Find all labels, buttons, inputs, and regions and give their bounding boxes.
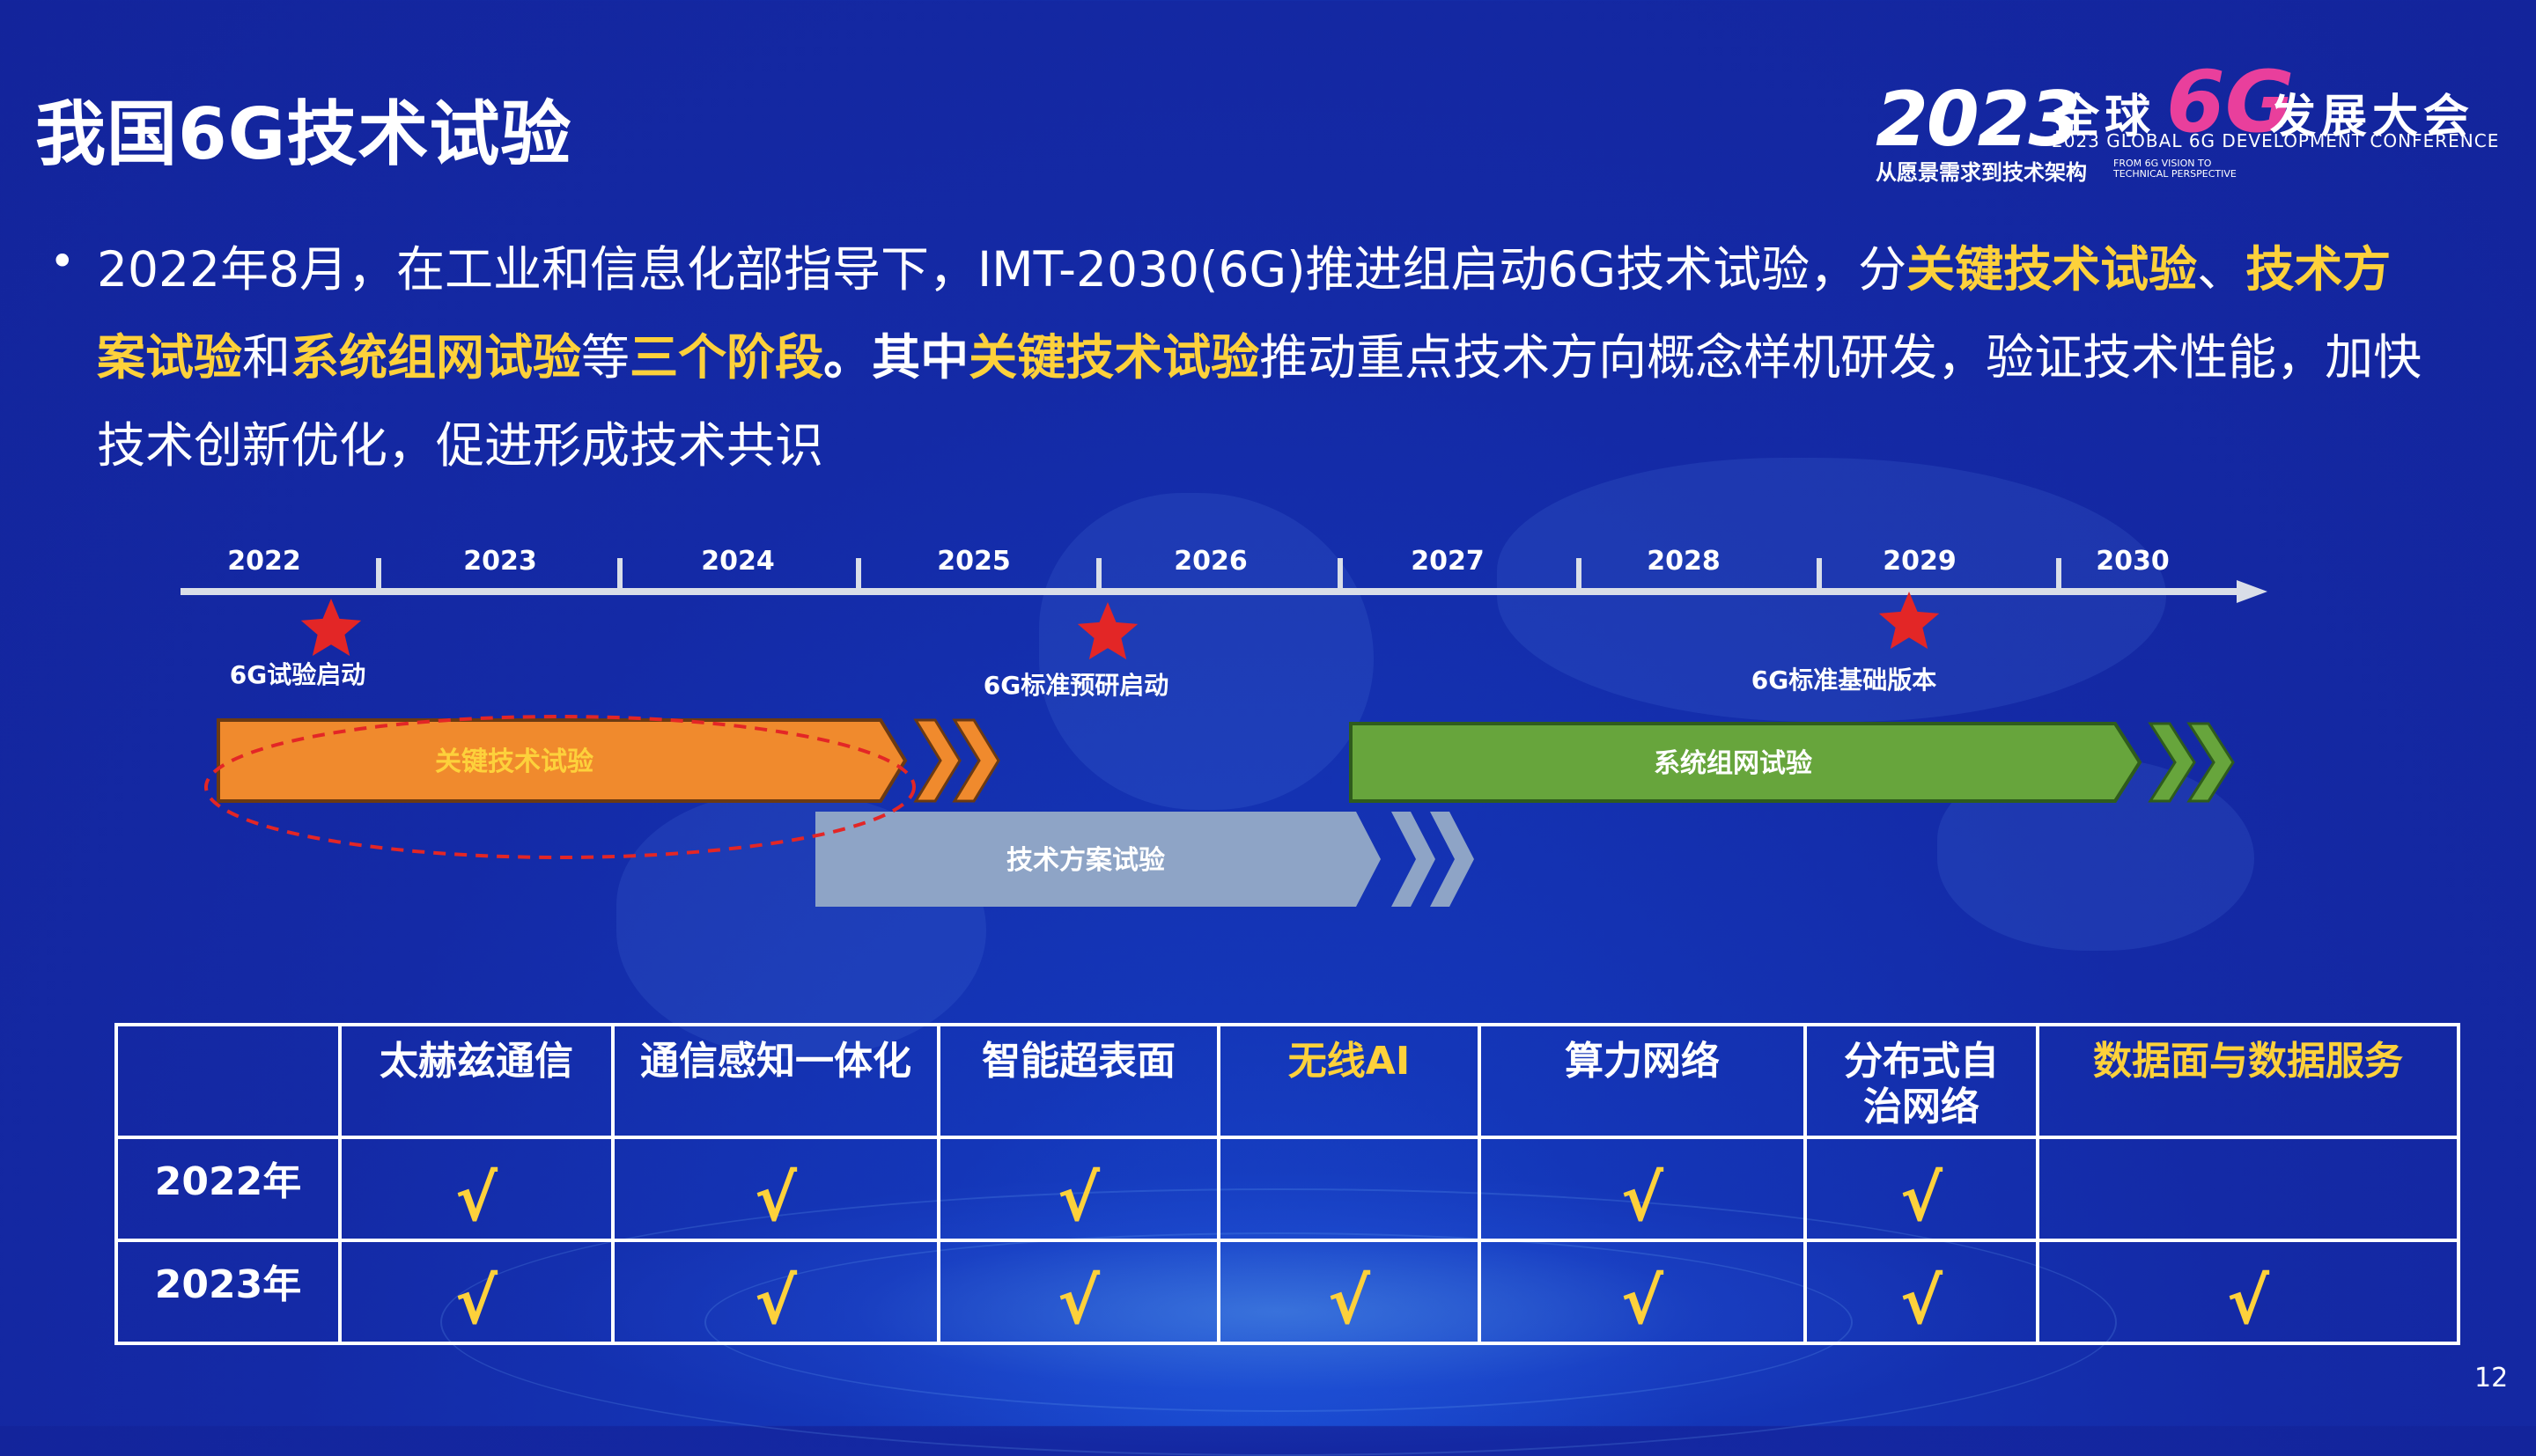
year-label: 2024	[701, 546, 775, 577]
table-row: 2022年 √ √ √ √ √	[114, 1136, 2460, 1242]
phase-label: 关键技术试验	[435, 746, 593, 777]
para-text: 和	[242, 329, 291, 386]
table-row-year: 2023年	[114, 1239, 342, 1345]
table-column-header: 分布式自治网络	[1803, 1023, 2039, 1139]
table-column-header: 算力网络	[1478, 1023, 1807, 1139]
bullet-dot: •	[49, 236, 76, 287]
phase-chevron-icon	[2186, 722, 2235, 803]
phase-bar	[217, 718, 908, 803]
year-label: 2028	[1647, 546, 1721, 577]
phase-label: 系统组网试验	[1654, 748, 1812, 779]
table-cell-check: √	[1478, 1239, 1807, 1345]
phase-bar	[1349, 722, 2142, 803]
table-cell-check	[1217, 1136, 1481, 1242]
para-highlight: 三个阶段	[630, 329, 824, 386]
table-cell-check: √	[1478, 1136, 1807, 1242]
conference-logo: 2023 全球 6G 发展大会 2023 GLOBAL 6G DEVELOPME…	[1867, 49, 2498, 199]
logo-fazhan: 发展大会	[2270, 91, 2475, 143]
table-cell-check: √	[338, 1239, 615, 1345]
year-label: 2026	[1174, 546, 1248, 577]
milestone-label: 6G标准基础版本	[1751, 665, 1936, 695]
table-row-year: 2022年	[114, 1136, 342, 1242]
table-cell-check: √	[937, 1239, 1220, 1345]
table-cell-check	[2036, 1136, 2460, 1242]
highlight-dashed-ellipse	[204, 715, 916, 859]
table-column-header: 太赫兹通信	[338, 1023, 615, 1139]
year-label: 2022	[227, 546, 301, 577]
table-cell-check: √	[1803, 1239, 2039, 1345]
table-column-header: 通信感知一体化	[611, 1023, 940, 1139]
para-highlight: 系统组网试验	[291, 329, 582, 386]
phase-chevron-icon	[2148, 722, 2196, 803]
table-corner-cell	[114, 1023, 342, 1139]
phase-chevron-icon	[952, 718, 1000, 803]
logo-en-subtitle: FROM 6G VISION TO TECHNICAL PERSPECTIVE	[2113, 158, 2237, 180]
para-text: 推动重点技术方向概念样机研发，验证技术性能，加快技术创新优化，促进形成技术共识	[97, 329, 2422, 474]
logo-cn-subtitle: 从愿景需求到技术架构	[1876, 160, 2087, 185]
year-label: 2030	[2096, 546, 2170, 577]
table-cell-check: √	[1217, 1239, 1481, 1345]
para-text: 等	[581, 329, 630, 386]
para-highlight: 技术方案试验	[97, 241, 2392, 386]
para-bold: 。其中	[823, 329, 969, 386]
year-label: 2029	[1883, 546, 1957, 577]
table-cell-check: √	[937, 1136, 1220, 1242]
table-row: 2023年 √ √ √ √ √ √ √	[114, 1239, 2460, 1345]
phase-chevron-icon	[1391, 812, 1435, 907]
table-cell-check: √	[611, 1136, 940, 1242]
table-column-header: 无线AI	[1217, 1023, 1481, 1139]
milestone-star-icon	[300, 599, 362, 657]
logo-6g: 6G	[2166, 53, 2295, 151]
milestone-label: 6G标准预研启动	[984, 671, 1168, 700]
year-label: 2023	[463, 546, 537, 577]
para-text: 2022年8月，在工业和信息化部指导下，IMT-2030(6G)推进组启动6G技…	[97, 241, 1907, 298]
logo-english: 2023 GLOBAL 6G DEVELOPMENT CONFERENCE	[2052, 130, 2500, 151]
table-header-row: 太赫兹通信 通信感知一体化 智能超表面 无线AI 算力网络 分布式自治网络 数据面与数据服务	[114, 1023, 2460, 1139]
table-column-header: 数据面与数据服务	[2036, 1023, 2460, 1139]
page-number: 12	[2474, 1363, 2509, 1393]
para-highlight: 关键技术试验	[969, 329, 1260, 386]
phase-chevron-icon	[1430, 812, 1474, 907]
milestone-star-icon	[1878, 592, 1940, 650]
milestone-star-icon	[1077, 602, 1139, 660]
test-matrix-table: 太赫兹通信 通信感知一体化 智能超表面 无线AI 算力网络 分布式自治网络 数据面与数据服务…	[114, 1023, 2460, 1345]
logo-quanqiu: 全球	[2053, 91, 2156, 143]
phase-label: 技术方案试验	[1006, 845, 1165, 876]
timeline-diagram: 2022 2023 2024 2025 2026 2027 2028 2029 2030 6G试验…	[181, 546, 2267, 907]
phase-bar	[815, 812, 1381, 907]
year-label: 2025	[937, 546, 1011, 577]
para-highlight: 关键技术试验	[1906, 241, 2198, 298]
table-cell-check: √	[1803, 1136, 2039, 1242]
table-cell-check: √	[338, 1136, 615, 1242]
phase-chevron-icon	[913, 718, 962, 803]
table-column-header: 智能超表面	[937, 1023, 1220, 1139]
intro-paragraph: 2022年8月，在工业和信息化部指导下，IMT-2030(6G)推进组启动6G技…	[97, 225, 2439, 489]
table-cell-check: √	[2036, 1239, 2460, 1345]
milestone-label: 6G试验启动	[230, 660, 365, 689]
table-cell-check: √	[611, 1239, 940, 1345]
para-text: 、	[2197, 241, 2246, 298]
timeline-arrowhead	[2237, 580, 2267, 603]
logo-year: 2023	[1876, 76, 2081, 164]
year-label: 2027	[1411, 546, 1485, 577]
page-title: 我国6G技术试验	[35, 93, 572, 175]
